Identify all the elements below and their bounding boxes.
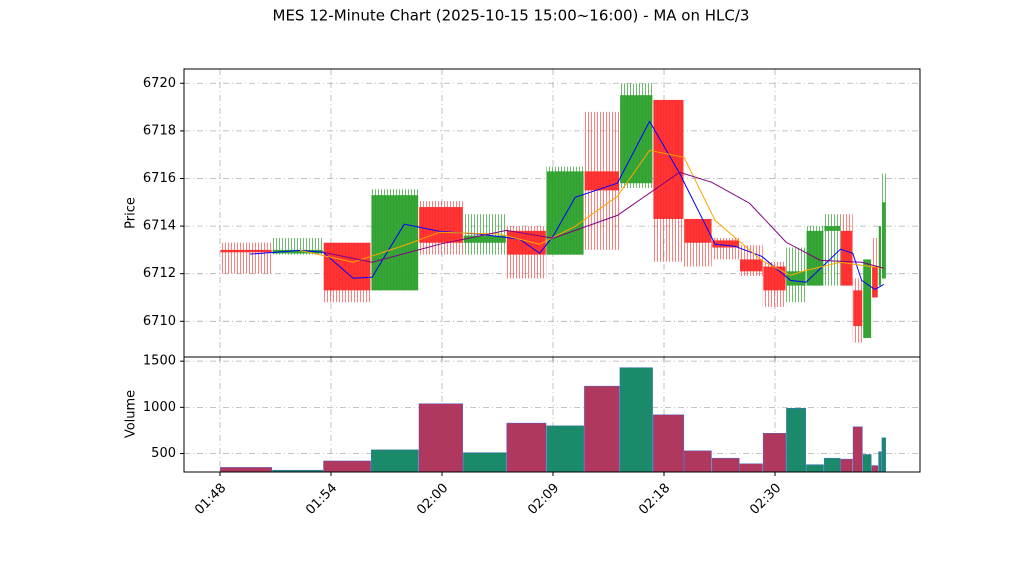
y-axis-label: Price [124,197,139,229]
x-tick-label: 02:00 [414,481,451,518]
plot-frame [183,356,921,473]
y-tick-label: 6712 [143,266,176,281]
y-tick-label: 6710 [143,314,176,329]
x-tick-label: 02:30 [747,481,784,518]
candle-body [653,99,684,219]
volume-bar [871,465,879,473]
volume-bar [823,457,841,473]
volume-bar [684,450,712,473]
volume-bar [653,414,684,473]
volume-bar [506,422,547,473]
candle-body [872,266,878,298]
candle-body [506,230,546,255]
volume-bar [371,449,419,473]
candle-body [853,290,863,327]
x-tick-label: 01:48 [192,481,229,518]
candle-body [841,230,853,286]
volume-bar [323,460,371,473]
x-tick-label: 01:54 [303,481,340,518]
y-tick-label: 500 [151,446,176,461]
candle-body [739,259,763,272]
candle-wick [219,242,273,274]
y-tick-label: 6718 [143,123,176,138]
candle-body [878,226,882,286]
x-tick-label: 02:09 [525,481,562,518]
y-tick-label: 6714 [143,219,176,234]
candle-body [684,218,712,243]
candle-body [882,202,886,279]
candle-body [863,259,872,338]
volume-bar [418,403,463,473]
chart-title: MES 12-Minute Chart (2025-10-15 15:00~16… [273,7,750,25]
moving-average-line [323,171,884,269]
candle-body [824,226,841,231]
candle-wick [823,214,841,286]
volume-bar [840,458,853,473]
candle-body [712,240,739,248]
volume-bar [220,467,273,473]
y-axis-label: Volume [124,390,139,438]
volume-bar [878,451,882,473]
candle-body [806,230,824,286]
y-tick-label: 6716 [143,171,176,186]
moving-average-line [299,149,884,276]
y-tick-label: 1500 [143,354,176,369]
volume-bar [862,454,872,473]
volume-bar [739,463,763,473]
y-tick-label: 6720 [143,76,176,91]
y-tick-label: 1000 [143,400,176,415]
x-tick-label: 02:18 [636,481,673,518]
candle-body [463,235,506,243]
candle-body [272,249,323,254]
volume-bar [881,437,886,473]
volume-bar [786,408,807,473]
volume-bar [711,457,740,473]
candle-body [546,171,584,255]
volume-bar [762,433,787,473]
volume-bar [852,426,863,473]
volume-bar [546,425,584,473]
volume-bar [584,385,620,473]
moving-average-line [249,120,885,290]
candle-body [763,266,786,291]
volume-bar [806,464,824,473]
candle-body [584,171,620,191]
volume-bar [619,367,653,473]
candle-body [220,249,272,253]
volume-bar [463,452,507,473]
candle-body [323,242,371,291]
